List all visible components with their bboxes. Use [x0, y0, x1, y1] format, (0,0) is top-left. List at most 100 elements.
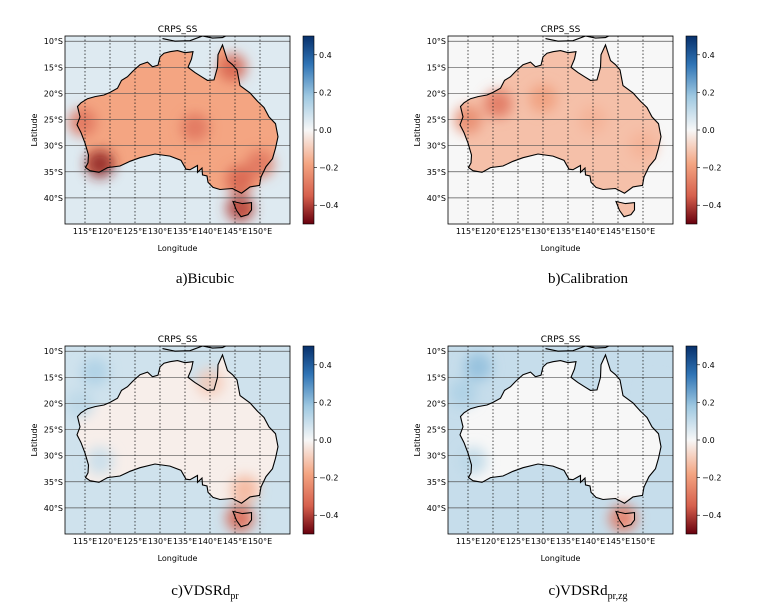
feature-blob	[81, 358, 109, 387]
x-tick-label: 130°E	[148, 537, 172, 546]
colorbar	[685, 35, 698, 225]
colorbar-tick-label: 0.4	[319, 361, 332, 370]
y-axis-label: Latitude	[413, 423, 422, 456]
land-field	[77, 354, 278, 504]
y-tick-label: 35°S	[44, 478, 63, 487]
colorbar-tick-label: 0.0	[319, 126, 332, 135]
colorbar	[302, 345, 315, 535]
feature-blob	[459, 446, 487, 475]
y-tick-label: 40°S	[427, 194, 446, 203]
y-tick-label: 30°S	[427, 142, 446, 151]
x-tick-label: 145°E	[606, 537, 630, 546]
x-tick-label: 115°E	[73, 227, 97, 236]
y-tick-label: 20°S	[427, 89, 446, 98]
y-tick-label: 30°S	[44, 142, 63, 151]
y-tick-label: 25°S	[44, 116, 63, 125]
chart-title: CRPS_SS	[158, 335, 198, 345]
feature-blob	[529, 84, 557, 113]
coastline	[76, 353, 279, 504]
heatmap-field	[448, 346, 673, 534]
heatmap-field	[65, 346, 290, 534]
map-panel-3: CRPS_SS 10°S 15°S 20°S 25°S 30°S 35°S 40°S 115°E…	[413, 335, 721, 563]
x-axis-label: Longitude	[158, 244, 198, 253]
feature-blob	[484, 89, 512, 118]
x-tick-label: 145°E	[606, 227, 630, 236]
colorbar-tick-label: 0.0	[319, 436, 332, 445]
x-tick-label: 120°E	[481, 537, 505, 546]
colorbar-tick-label: −0.4	[319, 511, 338, 520]
feature-blob	[68, 108, 97, 137]
x-tick-label: 115°E	[456, 537, 480, 546]
colorbar-tick-label: −0.2	[319, 164, 338, 173]
y-tick-label: 10°S	[44, 347, 63, 356]
y-tick-label: 15°S	[44, 63, 63, 72]
tasmania-coastline	[615, 200, 636, 218]
x-tick-label: 150°E	[631, 227, 655, 236]
colorbar-tick-label: 0.2	[319, 398, 332, 407]
x-axis-label: Longitude	[541, 244, 581, 253]
land-field	[460, 354, 661, 504]
tasmania-coastline	[232, 510, 253, 528]
plot-frame	[447, 345, 674, 535]
colorbar-tick-label: 0.2	[702, 398, 715, 407]
y-tick-label: 30°S	[44, 452, 63, 461]
feature-blob	[449, 379, 477, 407]
newguinea-coastline	[162, 36, 290, 42]
newguinea-coastline	[545, 36, 673, 42]
x-tick-label: 130°E	[148, 227, 172, 236]
x-tick-label: 120°E	[481, 227, 505, 236]
y-tick-label: 10°S	[427, 347, 446, 356]
newguinea-coastline	[545, 346, 673, 352]
x-tick-label: 115°E	[73, 537, 97, 546]
colorbar-tick-label: 0.4	[702, 51, 715, 60]
map-panel-0: CRPS_SS 10°S 15°S 20°S 25°S 30°S 35°S 40°S 115°E…	[30, 25, 338, 253]
y-tick-label: 35°S	[44, 168, 63, 177]
coastline	[459, 43, 662, 194]
colorbar-tick-label: −0.2	[702, 164, 721, 173]
y-tick-label: 15°S	[427, 63, 446, 72]
colorbar-tick-label: −0.4	[702, 201, 721, 210]
heatmap-field	[448, 36, 673, 224]
colorbar-tick-label: −0.4	[702, 511, 721, 520]
chart-title: CRPS_SS	[541, 335, 581, 345]
y-axis-label: Latitude	[30, 113, 39, 146]
x-tick-label: 145°E	[223, 227, 247, 236]
y-tick-label: 30°S	[427, 452, 446, 461]
y-axis-label: Latitude	[30, 423, 39, 456]
chart-title: CRPS_SS	[541, 25, 581, 35]
x-tick-label: 125°E	[506, 537, 530, 546]
feature-blob	[196, 368, 224, 397]
feature-blob	[86, 446, 114, 475]
feature-blob	[464, 352, 492, 381]
coastline	[76, 43, 279, 194]
y-tick-label: 20°S	[44, 399, 63, 408]
y-axis-label: Latitude	[413, 113, 422, 146]
colorbar-tick-label: −0.2	[702, 474, 721, 483]
x-tick-label: 150°E	[248, 227, 272, 236]
colorbar-tick-label: 0.2	[702, 88, 715, 97]
plot-frame	[447, 35, 674, 225]
x-tick-label: 125°E	[506, 227, 530, 236]
x-tick-label: 125°E	[123, 537, 147, 546]
y-tick-label: 40°S	[44, 194, 63, 203]
map-panel-1: CRPS_SS 10°S 15°S 20°S 25°S 30°S 35°S 40°S 115°E…	[413, 25, 721, 253]
x-axis-label: Longitude	[158, 554, 198, 563]
colorbar-tick-label: −0.2	[319, 474, 338, 483]
caption-b: b)Calibration	[548, 271, 628, 287]
y-tick-label: 20°S	[427, 399, 446, 408]
tasmania-field	[616, 201, 635, 217]
x-tick-label: 135°E	[556, 537, 580, 546]
caption-c: c)VDSRdpr	[171, 583, 239, 602]
x-tick-label: 150°E	[248, 537, 272, 546]
feature-blob	[246, 149, 274, 178]
y-tick-label: 40°S	[44, 504, 63, 513]
x-tick-label: 135°E	[173, 227, 197, 236]
y-tick-label: 35°S	[427, 478, 446, 487]
x-tick-label: 140°E	[581, 227, 605, 236]
colorbar-tick-label: 0.4	[319, 51, 332, 60]
x-tick-label: 140°E	[581, 537, 605, 546]
caption-a: a)Bicubic	[175, 271, 235, 287]
y-tick-label: 40°S	[427, 504, 446, 513]
colorbar-tick-label: 0.0	[702, 126, 715, 135]
x-tick-label: 140°E	[198, 227, 222, 236]
